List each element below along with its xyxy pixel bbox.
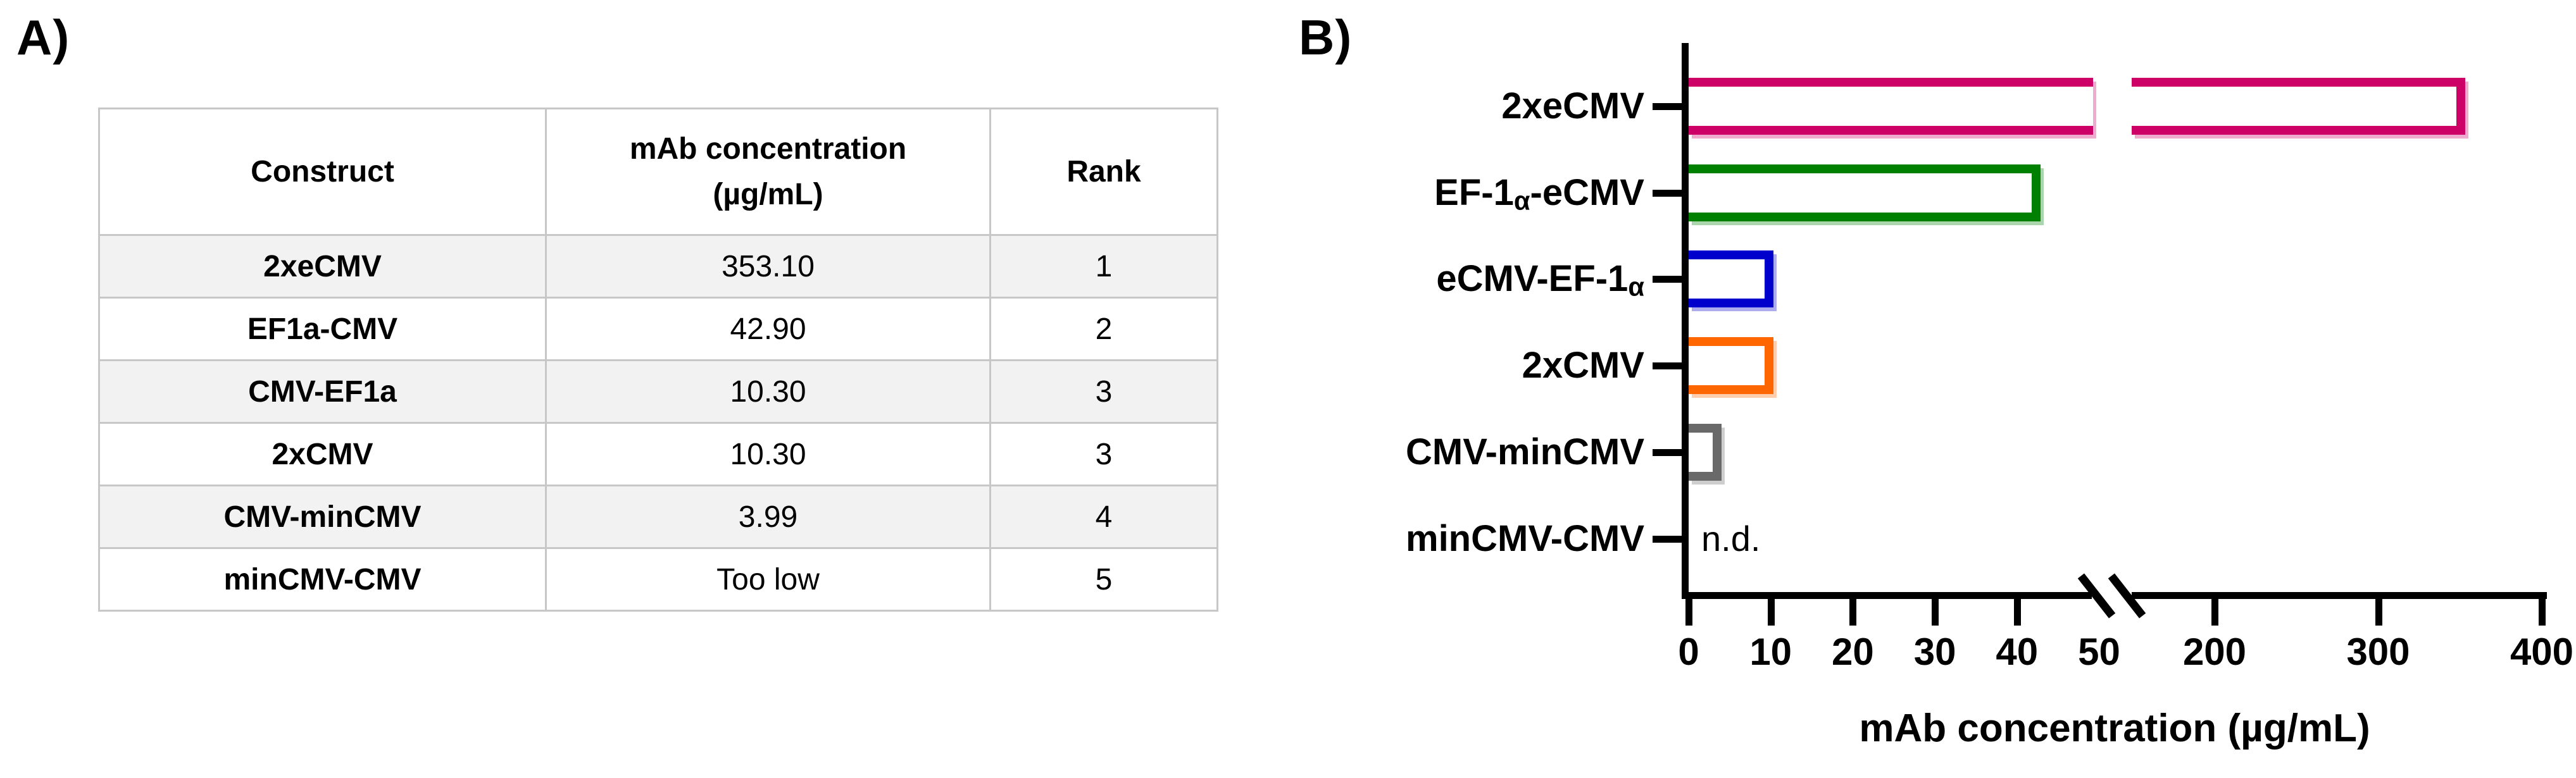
rank-cell: 5 <box>989 547 1218 612</box>
x-tick-label: 300 <box>2346 631 2410 673</box>
bar <box>1689 424 1722 481</box>
column-header: Rank <box>989 108 1218 236</box>
construct-cell: EF1a-CMV <box>98 297 547 361</box>
table-row: CMV-EF1a 10.30 3 <box>98 359 1218 424</box>
x-axis-tick <box>2013 599 2021 626</box>
axis-break-mark <box>2108 573 2146 619</box>
x-tick-label: 400 <box>2510 631 2574 673</box>
panel-b-label: B) <box>1299 9 1353 65</box>
table-row: 2xeCMV 353.10 1 <box>98 234 1218 299</box>
category-label: minCMV-CMV <box>1406 518 1644 559</box>
y-axis-tick <box>1653 190 1682 197</box>
column-header: Construct <box>98 108 547 236</box>
category-label: CMV-minCMV <box>1406 431 1644 472</box>
concentration-cell: 10.30 <box>545 359 991 424</box>
construct-cell: 2xeCMV <box>98 234 547 299</box>
concentration-cell: Too low <box>545 547 991 612</box>
table-row: 2xCMV 10.30 3 <box>98 422 1218 486</box>
rank-cell: 3 <box>989 359 1218 424</box>
y-axis-tick <box>1653 449 1682 456</box>
x-tick-label: 40 <box>1996 631 2039 673</box>
y-axis-line <box>1682 43 1689 599</box>
concentration-cell: 3.99 <box>545 485 991 549</box>
concentration-cell: 10.30 <box>545 422 991 486</box>
x-tick-label: 30 <box>1913 631 1956 673</box>
category-label: 2xCMV <box>1522 345 1644 386</box>
panel-a-label: A) <box>16 9 70 65</box>
rank-cell: 4 <box>989 485 1218 549</box>
alpha-subscript: α <box>1628 271 1644 302</box>
x-axis-tick <box>1849 599 1857 626</box>
construct-cell: 2xCMV <box>98 422 547 486</box>
category-label: EF-1α-eCMV <box>1434 172 1644 216</box>
category-label: eCMV-EF-1α <box>1436 258 1644 302</box>
axis-break-mark <box>2077 573 2116 619</box>
construct-cell: CMV-minCMV <box>98 485 547 549</box>
rank-cell: 1 <box>989 234 1218 299</box>
construct-cell: CMV-EF1a <box>98 359 547 424</box>
y-axis-tick <box>1653 103 1682 110</box>
bar-segment <box>2132 78 2465 135</box>
concentration-cell: 353.10 <box>545 234 991 299</box>
table-body: 2xeCMV 353.10 1 EF1a-CMV 42.90 2 CMV-EF1a 10.30… <box>98 234 1218 612</box>
x-axis-line <box>2132 592 2547 599</box>
x-axis-title: mAb concentration (µg/mL) <box>1859 707 2370 750</box>
x-axis-line <box>1682 592 2092 599</box>
bar <box>1689 250 1773 307</box>
results-table: Construct mAb concentration (µg/mL) Rank 2… <box>98 108 1218 612</box>
table-row: EF1a-CMV 42.90 2 <box>98 297 1218 361</box>
rank-cell: 2 <box>989 297 1218 361</box>
bar <box>1689 337 1773 394</box>
x-tick-label: 200 <box>2182 631 2247 673</box>
x-axis-tick <box>2375 599 2382 626</box>
construct-cell: minCMV-CMV <box>98 547 547 612</box>
x-tick-label: 50 <box>2078 631 2120 673</box>
bar <box>1689 164 2041 221</box>
x-axis-tick <box>2211 599 2218 626</box>
x-tick-label: 10 <box>1749 631 1792 673</box>
x-tick-label: 20 <box>1832 631 1874 673</box>
rank-cell: 3 <box>989 422 1218 486</box>
table-header: Construct mAb concentration (µg/mL) Rank <box>98 108 1218 236</box>
table-header-row: Construct mAb concentration (µg/mL) Rank <box>98 108 1218 236</box>
table-row: CMV-minCMV 3.99 4 <box>98 485 1218 549</box>
x-tick-label: 0 <box>1678 631 1699 673</box>
bar-segment <box>1689 78 2093 135</box>
x-axis-tick <box>1932 599 1939 626</box>
table-row: minCMV-CMV Too low 5 <box>98 547 1218 612</box>
alpha-subscript: α <box>1513 185 1530 216</box>
concentration-cell: 42.90 <box>545 297 991 361</box>
x-axis-tick <box>1767 599 1775 626</box>
y-axis-tick <box>1653 362 1682 369</box>
category-label: 2xeCMV <box>1501 85 1644 127</box>
x-axis-tick <box>1685 599 1692 626</box>
y-axis-tick <box>1653 276 1682 283</box>
x-axis-tick <box>2539 599 2546 626</box>
y-axis-tick <box>1653 536 1682 543</box>
not-detected-label: n.d. <box>1701 519 1761 559</box>
column-header: mAb concentration (µg/mL) <box>545 108 991 236</box>
